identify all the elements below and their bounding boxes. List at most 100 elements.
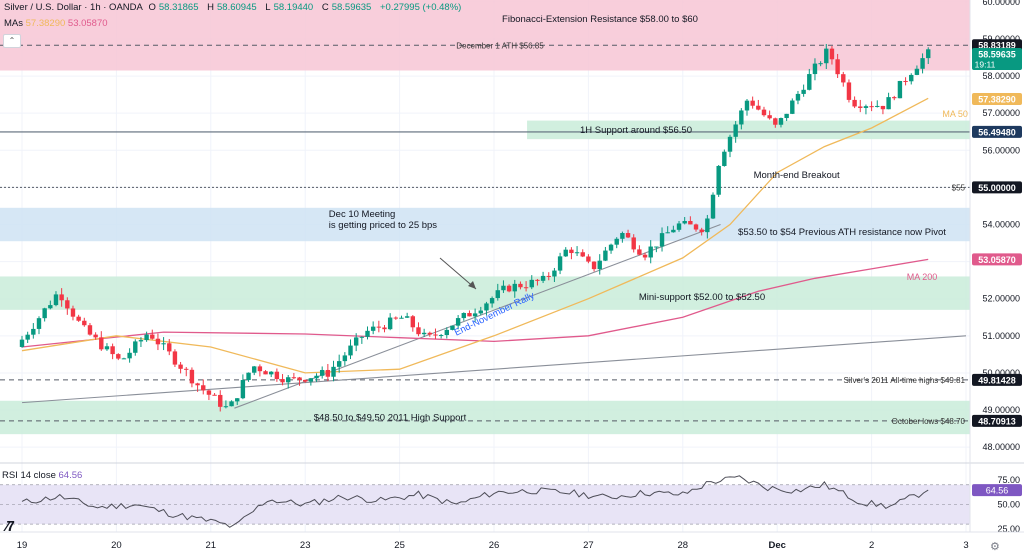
annotation-dec10: Dec 10 Meeting: [329, 209, 396, 220]
candle-body: [252, 366, 257, 373]
y-tick-label: 59.00000: [982, 34, 1020, 44]
candle-body: [897, 80, 903, 99]
ohlc-open-value: 58.31865: [158, 2, 199, 13]
candle-body: [654, 246, 659, 248]
candle-body: [852, 99, 857, 107]
rsi-value-label: 64.56: [986, 486, 1009, 496]
ohlc-close-value: 58.59635: [331, 2, 372, 13]
symbol-title[interactable]: Silver / U.S. Dollar · 1h · OANDA: [4, 2, 143, 13]
candle-body: [478, 310, 483, 314]
price-label-box: [972, 253, 1022, 266]
candle-body: [342, 355, 348, 362]
candle-body: [744, 100, 750, 111]
collapse-legend-button[interactable]: ⌃: [3, 34, 21, 48]
candle-body: [172, 351, 178, 365]
candle-body: [722, 151, 727, 166]
x-tick-label: Dec: [768, 540, 785, 551]
candle-body: [65, 300, 70, 309]
candle-body: [699, 229, 704, 233]
rsi-y-tick-label: 75.00: [997, 475, 1020, 485]
settings-gear-icon[interactable]: ⚙: [990, 541, 1000, 553]
ohlc-change: +0.27995 (+0.48%): [379, 2, 462, 13]
price-label-box: [972, 373, 1022, 386]
candle-body: [201, 385, 206, 391]
candle-body: [540, 275, 546, 281]
zone-pivot: [0, 207, 970, 242]
candle-body: [801, 89, 806, 94]
candle-body: [223, 406, 229, 408]
price-label-value: 49.81428: [978, 375, 1016, 385]
candle-body: [229, 401, 234, 407]
candle-body: [886, 97, 891, 110]
price-label-value: 53.05870: [978, 255, 1016, 265]
candle-body: [637, 249, 642, 255]
price-label-value: 48.70913: [978, 416, 1016, 426]
rsi-y-tick-label: 25.00: [997, 524, 1020, 534]
candle-body: [189, 369, 195, 384]
candle-body: [659, 233, 665, 247]
candle-body: [127, 352, 132, 359]
ma50-line: [21, 97, 929, 374]
candle-body: [909, 74, 914, 82]
candle-body: [138, 340, 144, 342]
level-label-55: $55: [952, 183, 966, 192]
candle-body: [280, 379, 285, 383]
candle-body: [761, 109, 767, 116]
zone-label-resistance: Fibonacci-Extension Resistance $58.00 to…: [502, 14, 698, 25]
price-label-box: [972, 125, 1022, 138]
rsi-legend-label: RSI 14 close: [2, 470, 56, 481]
candle-body: [353, 337, 359, 346]
price-label-value: 57.38290: [978, 94, 1016, 104]
annotation-arrowhead: [468, 281, 476, 289]
tradingview-logo-icon[interactable]: ⁄7: [6, 518, 15, 535]
candle-body: [484, 303, 489, 311]
candle-body: [535, 279, 540, 281]
candle-body: [529, 279, 534, 288]
candle-body: [133, 341, 138, 353]
candle-body: [19, 339, 25, 347]
candle-body: [116, 354, 121, 359]
candle-body: [308, 378, 314, 382]
rsi-legend[interactable]: RSI 14 close 64.56: [2, 470, 82, 481]
zone-label-mini-support: Mini-support $52.00 to $52.50: [639, 292, 765, 303]
price-label-box: [972, 92, 1022, 105]
y-tick-label: 54.00000: [982, 220, 1020, 230]
candle-body: [557, 256, 563, 271]
zone-label-2011-support: $48.50 to $49.50 2011 High Support: [314, 412, 467, 423]
price-label-box: [972, 181, 1022, 194]
candle-body: [620, 233, 625, 239]
candle-body: [93, 334, 98, 338]
candle-body: [286, 377, 291, 383]
candle-body: [263, 371, 268, 375]
x-tick-label: 20: [111, 540, 122, 551]
annotation-month-end: Month-end Breakout: [754, 170, 840, 181]
trendline: [21, 335, 967, 404]
price-label-value: 55.00000: [978, 183, 1016, 193]
zone-support: [0, 400, 970, 435]
candle-body: [87, 325, 93, 335]
ma50-legend-value: 57.38290: [25, 18, 66, 29]
candle-body: [467, 313, 472, 317]
x-tick-label: 26: [489, 540, 500, 551]
candle-body: [824, 48, 829, 64]
price-label-countdown: 19:11: [975, 59, 996, 69]
candle-body: [875, 105, 880, 107]
candle-body: [784, 113, 789, 119]
candle-body: [359, 336, 365, 338]
ma200-line: [21, 258, 929, 348]
rsi-y-tick-label: 50.00: [997, 499, 1020, 509]
candle-body: [914, 68, 920, 75]
candle-body: [501, 285, 506, 291]
price-label-box: [972, 414, 1022, 427]
candle-body: [348, 345, 353, 356]
candle-body: [48, 305, 53, 309]
y-tick-label: 56.00000: [982, 145, 1020, 155]
candle-body: [569, 249, 574, 254]
x-tick-label: 28: [678, 540, 689, 551]
ma-legend[interactable]: MAs 57.38290 53.05870: [4, 18, 108, 29]
candle-body: [642, 254, 648, 258]
price-label-box: [972, 47, 1022, 70]
candle-body: [274, 371, 280, 380]
